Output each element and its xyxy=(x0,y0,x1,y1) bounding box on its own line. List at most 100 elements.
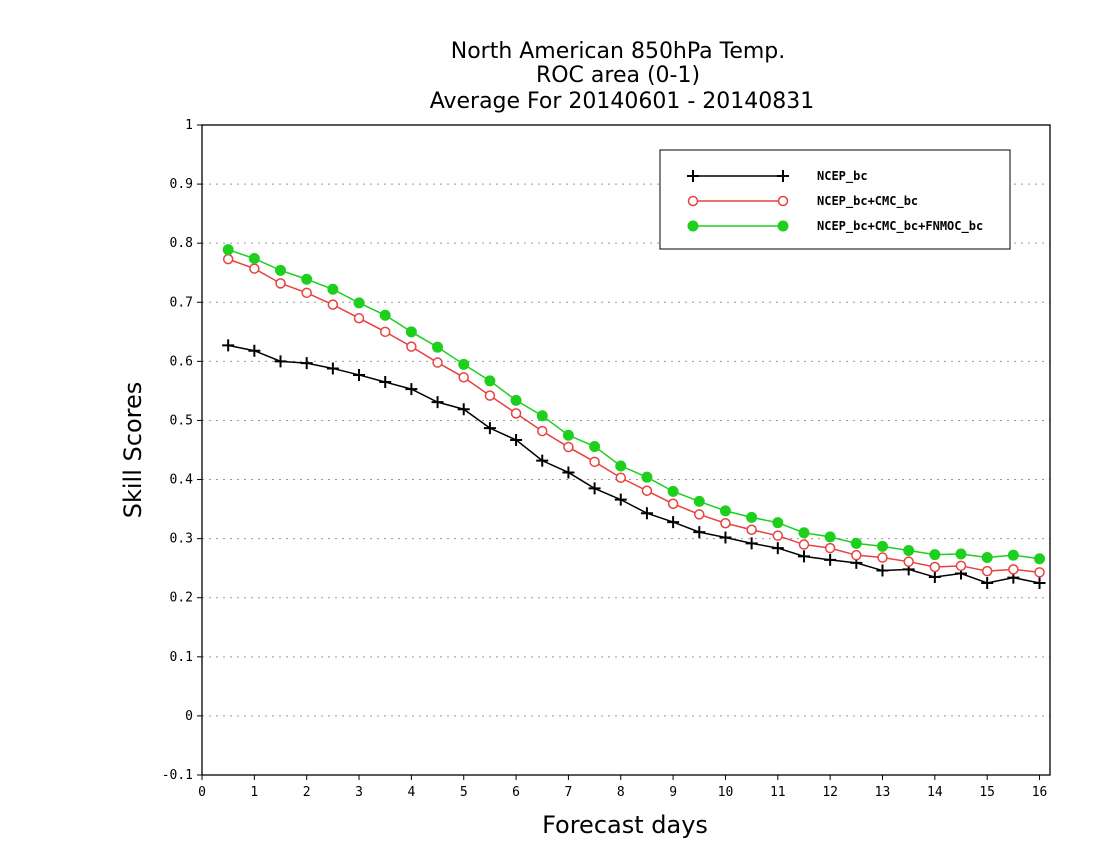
data-point xyxy=(406,341,417,352)
x-tick-label: 15 xyxy=(979,785,995,800)
y-tick-label: 0 xyxy=(185,709,193,724)
x-tick-label: 10 xyxy=(718,785,734,800)
data-point xyxy=(457,403,470,416)
data-point xyxy=(1007,549,1019,561)
data-point xyxy=(667,516,680,529)
y-tick-label: 0.9 xyxy=(170,177,193,192)
data-point xyxy=(615,472,627,484)
legend-box xyxy=(659,149,1011,250)
data-point xyxy=(1034,553,1046,565)
data-point xyxy=(929,549,941,561)
data-point xyxy=(903,544,915,556)
data-point xyxy=(458,358,470,370)
data-point xyxy=(510,394,522,406)
chart-title: North American 850hPa Temp. ROC area (0-… xyxy=(430,39,815,114)
data-point xyxy=(353,312,365,324)
legend-item-1: NCEP_bc xyxy=(687,169,868,184)
data-point xyxy=(929,561,941,573)
data-point xyxy=(379,309,391,321)
x-tick-label: 9 xyxy=(669,785,677,800)
data-point xyxy=(483,422,496,435)
data-point xyxy=(274,355,287,368)
data-point xyxy=(222,339,235,352)
legend-label: NCEP_bc xyxy=(817,169,868,184)
legend-item-2: NCEP_bc+CMC_bc xyxy=(687,194,918,209)
data-point xyxy=(248,253,260,265)
x-tick-label: 16 xyxy=(1032,785,1048,800)
data-point xyxy=(903,556,914,567)
data-point xyxy=(405,383,418,396)
data-point xyxy=(536,410,548,422)
data-point xyxy=(719,531,732,544)
legend-marker xyxy=(687,220,699,232)
series-2 xyxy=(222,253,1045,578)
data-point xyxy=(510,408,522,419)
gridlines xyxy=(202,183,1050,717)
data-point xyxy=(693,526,706,539)
y-tick-label: 0.7 xyxy=(170,295,193,310)
x-tick-label: 14 xyxy=(927,785,943,800)
data-point xyxy=(641,471,653,483)
data-point xyxy=(379,376,392,389)
data-point xyxy=(275,264,287,276)
x-tick-label: 8 xyxy=(617,785,625,800)
data-point xyxy=(562,429,574,441)
y-axis: -0.1 0 0.1 0.2 0.3 0.4 0.5 0.6 0.7 0.8 0.9 1 xyxy=(162,118,202,783)
series-3 xyxy=(222,244,1046,565)
data-point xyxy=(667,498,679,510)
data-point xyxy=(588,482,601,495)
data-point xyxy=(327,283,339,295)
x-tick-label: 4 xyxy=(407,785,415,800)
data-point xyxy=(614,493,627,506)
x-tick-label: 6 xyxy=(512,785,520,800)
legend-marker xyxy=(687,195,699,207)
data-point xyxy=(327,299,339,310)
x-tick-label: 11 xyxy=(770,785,786,800)
data-point xyxy=(458,372,469,383)
data-point xyxy=(484,390,496,401)
data-point xyxy=(824,542,836,554)
x-tick-label: 0 xyxy=(198,785,206,800)
title-line-2: ROC area (0-1) xyxy=(536,63,700,88)
data-point xyxy=(694,509,705,520)
data-point xyxy=(772,530,784,541)
data-point xyxy=(981,565,993,577)
data-point xyxy=(222,244,234,256)
x-tick-label: 2 xyxy=(303,785,311,800)
legend-marker xyxy=(687,170,699,182)
data-point xyxy=(824,553,837,566)
data-point xyxy=(876,564,889,577)
data-point xyxy=(824,531,836,543)
data-point xyxy=(536,425,548,437)
data-point xyxy=(353,297,365,309)
data-point xyxy=(431,396,444,409)
legend-marker xyxy=(777,195,789,207)
x-tick-label: 1 xyxy=(250,785,258,800)
x-tick-label: 7 xyxy=(565,785,573,800)
legend-item-3: NCEP_bc+CMC_bc+FNMOC_bc xyxy=(687,219,983,234)
data-point xyxy=(798,539,810,550)
plot-frame xyxy=(201,124,1051,776)
x-axis-label: Forecast days xyxy=(542,811,708,839)
data-point xyxy=(955,548,967,560)
x-tick-label: 12 xyxy=(822,785,838,800)
data-point xyxy=(1034,567,1045,578)
data-point xyxy=(719,505,731,517)
data-point xyxy=(326,362,339,375)
data-point xyxy=(563,441,574,453)
data-point xyxy=(746,511,758,523)
data-point xyxy=(746,524,757,536)
y-tick-label: 0.3 xyxy=(170,532,193,547)
series-group xyxy=(222,244,1046,589)
data-point xyxy=(405,326,417,338)
data-point xyxy=(667,485,679,497)
data-point xyxy=(850,537,862,549)
title-line-1: North American 850hPa Temp. xyxy=(451,39,786,64)
data-point xyxy=(981,576,994,589)
data-point xyxy=(641,485,653,497)
data-point xyxy=(876,540,888,552)
data-point xyxy=(562,466,575,479)
data-point xyxy=(248,344,261,357)
data-point xyxy=(640,507,653,520)
